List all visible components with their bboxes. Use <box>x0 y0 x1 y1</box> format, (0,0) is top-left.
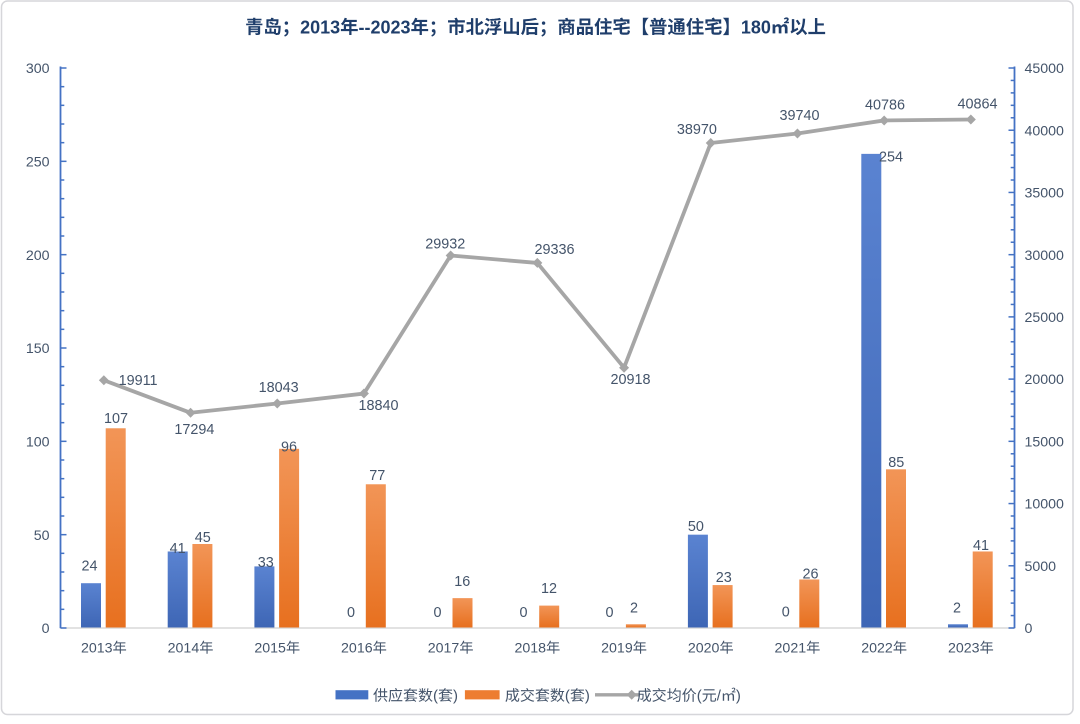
svg-text:38970: 38970 <box>677 122 717 138</box>
svg-text:254: 254 <box>879 150 903 166</box>
svg-text:50: 50 <box>34 528 50 544</box>
svg-text:29932: 29932 <box>425 237 465 253</box>
svg-text:180: 180 <box>741 17 771 37</box>
svg-text:41: 41 <box>170 541 186 557</box>
svg-text:2: 2 <box>630 601 638 617</box>
svg-text:): ) <box>736 688 741 705</box>
svg-text:40786: 40786 <box>865 97 905 113</box>
svg-text:): ) <box>585 688 590 705</box>
svg-text:20000: 20000 <box>1025 372 1065 388</box>
svg-text:39740: 39740 <box>779 108 819 124</box>
svg-text:2: 2 <box>953 601 961 617</box>
svg-text:0: 0 <box>605 605 613 621</box>
svg-text:40864: 40864 <box>957 97 997 113</box>
svg-text:2020: 2020 <box>688 641 720 657</box>
svg-text:18840: 18840 <box>358 398 398 414</box>
svg-text:77: 77 <box>369 468 385 484</box>
svg-text:25000: 25000 <box>1025 310 1065 326</box>
svg-text:26: 26 <box>802 566 818 582</box>
svg-text:250: 250 <box>26 154 50 170</box>
svg-text:10000: 10000 <box>1025 497 1065 513</box>
svg-text:0: 0 <box>42 621 50 637</box>
svg-text:15000: 15000 <box>1025 434 1065 450</box>
svg-text:--2023: --2023 <box>359 17 411 37</box>
svg-text:5000: 5000 <box>1025 559 1057 575</box>
svg-text:200: 200 <box>26 248 50 264</box>
svg-text:2022: 2022 <box>861 641 893 657</box>
svg-text:300: 300 <box>26 61 50 77</box>
svg-text:33: 33 <box>258 555 274 571</box>
svg-text:29336: 29336 <box>534 242 574 258</box>
svg-text:12: 12 <box>541 581 557 597</box>
svg-text:150: 150 <box>26 341 50 357</box>
svg-text:24: 24 <box>81 559 97 575</box>
svg-text:0: 0 <box>347 605 355 621</box>
svg-text:0: 0 <box>1025 621 1033 637</box>
svg-text:40000: 40000 <box>1025 123 1065 139</box>
svg-text:50: 50 <box>688 519 704 535</box>
svg-text:/: / <box>717 688 722 705</box>
svg-text:2017: 2017 <box>428 641 460 657</box>
svg-text:2015: 2015 <box>254 641 286 657</box>
svg-text:107: 107 <box>104 411 128 427</box>
svg-text:2014: 2014 <box>168 641 200 657</box>
svg-text:2019: 2019 <box>601 641 633 657</box>
svg-text:2023: 2023 <box>948 641 980 657</box>
svg-text:(: ( <box>697 688 702 705</box>
svg-text:(: ( <box>565 688 570 705</box>
svg-text:41: 41 <box>973 538 989 554</box>
svg-text:2018: 2018 <box>514 641 546 657</box>
svg-text:100: 100 <box>26 434 50 450</box>
svg-text:2021: 2021 <box>775 641 807 657</box>
svg-text:0: 0 <box>782 605 790 621</box>
svg-text:17294: 17294 <box>174 422 214 438</box>
svg-text:85: 85 <box>888 455 904 471</box>
svg-text:19911: 19911 <box>119 373 158 389</box>
svg-text:23: 23 <box>716 570 732 586</box>
svg-text:0: 0 <box>519 605 527 621</box>
svg-text:30000: 30000 <box>1025 248 1065 264</box>
svg-text:45: 45 <box>195 530 211 546</box>
svg-text:18043: 18043 <box>259 380 299 396</box>
svg-text:96: 96 <box>281 440 297 456</box>
svg-text:(: ( <box>433 688 438 705</box>
svg-text:45000: 45000 <box>1025 61 1065 77</box>
svg-text:20918: 20918 <box>610 372 650 388</box>
svg-text:0: 0 <box>433 605 441 621</box>
svg-text:2013: 2013 <box>300 17 340 37</box>
svg-text:2016: 2016 <box>341 641 373 657</box>
svg-text:35000: 35000 <box>1025 186 1065 202</box>
svg-text:16: 16 <box>454 574 470 590</box>
svg-text:): ) <box>453 688 458 705</box>
svg-text:2013: 2013 <box>81 641 113 657</box>
